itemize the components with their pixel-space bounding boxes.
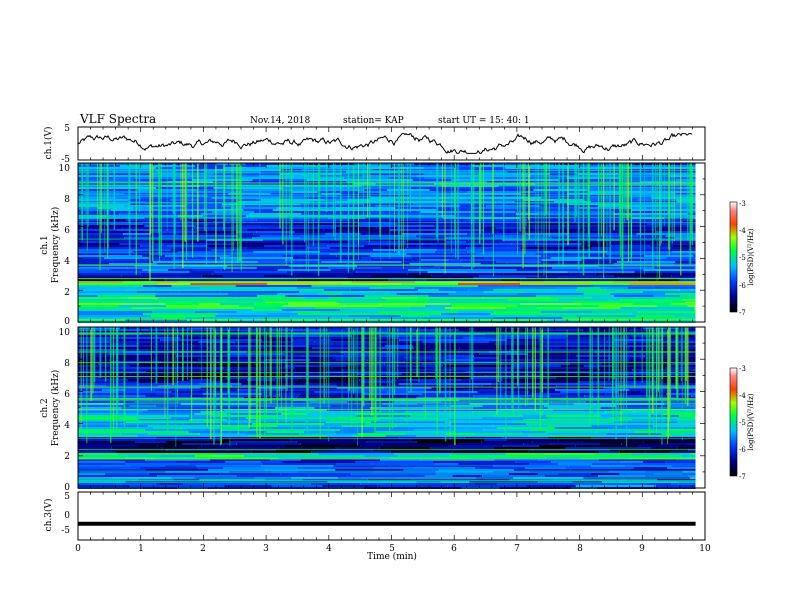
ch2-ftick-6: 6 bbox=[64, 390, 70, 400]
ch1-spec-chlabel: ch.1 bbox=[40, 235, 50, 254]
ch1-waveform-frame bbox=[77, 126, 706, 161]
ch2-ftick-2: 2 bbox=[64, 452, 70, 462]
x-axis-label: Time (min) bbox=[367, 551, 417, 562]
ch2-spec-ylabel: Frequency (kHz) bbox=[50, 370, 61, 447]
ch1-ftick-4: 4 bbox=[64, 257, 70, 267]
start-time-label: start UT = 15: 40: 1 bbox=[438, 116, 530, 126]
ch1-cb-tick-5: -5 bbox=[739, 254, 746, 262]
ch3-waveform-frame bbox=[77, 491, 706, 541]
ch3-ytick-top: 5 bbox=[64, 492, 70, 502]
xtick-8: 8 bbox=[577, 544, 583, 554]
date-label: Nov.14, 2018 bbox=[250, 116, 311, 126]
ch3-ytick-bottom: -5 bbox=[61, 526, 70, 536]
ch3-ytick-mid: 0 bbox=[64, 511, 70, 521]
ch2-cb-tick-6: -6 bbox=[739, 446, 746, 454]
ch2-ftick-0: 0 bbox=[64, 483, 70, 493]
ch2-colorbar-label: log(PSD)(V²/Hz) bbox=[747, 393, 755, 450]
ch1-spectrogram-panel: 0 2 4 6 8 10 ch.1 Frequency (kHz) bbox=[40, 162, 706, 327]
ch2-ftick-10: 10 bbox=[59, 328, 71, 338]
xtick-9: 9 bbox=[639, 544, 645, 554]
ch1-spectrogram-image bbox=[78, 163, 705, 323]
ch2-cb-tick-3: -3 bbox=[739, 365, 746, 373]
ch1-ftick-8: 8 bbox=[64, 195, 70, 205]
figure-title: VLF Spectra bbox=[79, 112, 156, 126]
ch2-spectrogram-image bbox=[78, 327, 705, 489]
ch2-cb-tick-7: -7 bbox=[739, 473, 746, 481]
ch2-ftick-8: 8 bbox=[64, 359, 70, 369]
ch1-cb-tick-3: -3 bbox=[739, 200, 746, 208]
ch1-ftick-10: 10 bbox=[59, 164, 71, 174]
xtick-6: 6 bbox=[451, 544, 457, 554]
ch2-ftick-4: 4 bbox=[64, 421, 70, 431]
xtick-0: 0 bbox=[75, 544, 81, 554]
ch1-waveform-panel: 5 -5 ch.1(V) bbox=[43, 124, 706, 165]
ch1-cb-tick-4: -4 bbox=[739, 227, 746, 235]
x-axis: 0 1 2 3 4 5 6 7 8 9 10 Time (min) bbox=[75, 544, 711, 562]
xtick-2: 2 bbox=[200, 544, 206, 554]
ch2-spec-chlabel: ch.2 bbox=[40, 398, 50, 417]
ch3-waveform-panel: 5 0 -5 ch.3(V) bbox=[43, 491, 706, 541]
ch1-ytick-top: 5 bbox=[64, 124, 70, 134]
xtick-3: 3 bbox=[263, 544, 269, 554]
ch1-ftick-2: 2 bbox=[64, 288, 70, 298]
ch1-spec-ylabel: Frequency (kHz) bbox=[50, 207, 61, 284]
ch2-cb-tick-5: -5 bbox=[739, 419, 746, 427]
ch2-colorbar: -3 -4 -5 -6 -7 log(PSD)(V²/Hz) bbox=[729, 365, 755, 481]
ch1-ftick-0: 0 bbox=[64, 317, 70, 327]
ch1-colorbar: -3 -4 -5 -6 -7 log(PSD)(V²/Hz) bbox=[729, 200, 755, 317]
xtick-5: 5 bbox=[389, 544, 395, 554]
ch1-ylabel: ch.1(V) bbox=[43, 127, 54, 160]
ch1-ytick-bottom: -5 bbox=[61, 155, 70, 165]
ch2-spectrogram-panel: 0 2 4 6 8 10 ch.2 Frequency (kHz) bbox=[40, 326, 706, 493]
ch2-cb-tick-4: -4 bbox=[739, 392, 746, 400]
xtick-1: 1 bbox=[138, 544, 144, 554]
station-label: station= KAP bbox=[343, 116, 404, 126]
xtick-7: 7 bbox=[514, 544, 520, 554]
xtick-10: 10 bbox=[699, 544, 711, 554]
ch1-ftick-6: 6 bbox=[64, 226, 70, 236]
xtick-4: 4 bbox=[326, 544, 332, 554]
ch1-cb-tick-6: -6 bbox=[739, 282, 746, 290]
ch1-waveform-line bbox=[77, 132, 693, 154]
ch2-colorbar-bar bbox=[729, 367, 738, 477]
ch3-ylabel: ch.3(V) bbox=[43, 499, 54, 532]
ch1-cb-tick-7: -7 bbox=[739, 309, 746, 317]
ch1-colorbar-label: log(PSD)(V²/Hz) bbox=[747, 228, 755, 285]
ch1-colorbar-bar bbox=[729, 201, 738, 313]
axis-ticks bbox=[77, 127, 706, 540]
